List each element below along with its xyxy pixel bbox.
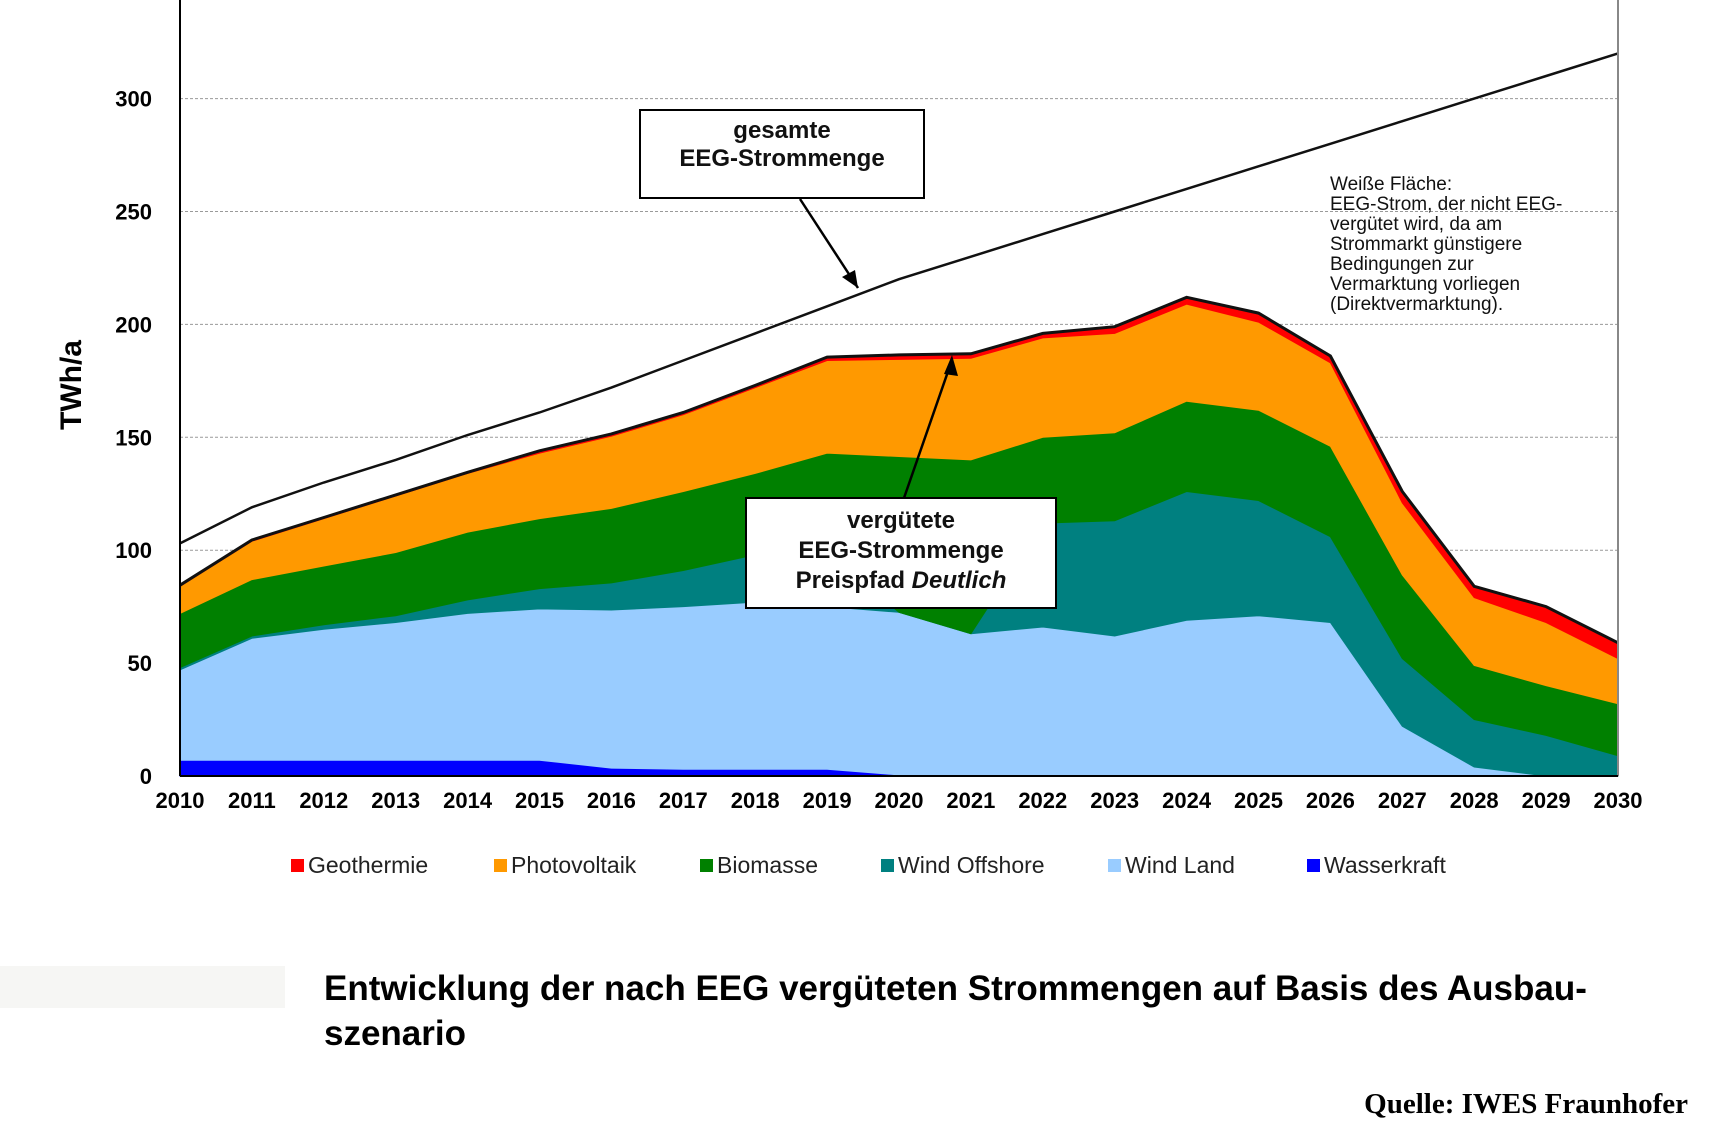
note-line-5: Bedingungen zur xyxy=(1330,254,1474,275)
legend-label-wind-land: Wind Land xyxy=(1125,852,1235,878)
callout-paid-line-1: vergütete xyxy=(847,507,955,534)
note-line-4: Strommarkt günstigere xyxy=(1330,234,1522,255)
total-line xyxy=(179,52,1619,545)
legend-label-wasserkraft: Wasserkraft xyxy=(1324,852,1446,878)
callout-paid-line-3-regular: Preispfad xyxy=(796,567,912,594)
note-line-1: Weiße Fläche: xyxy=(1330,174,1452,195)
x-tick-2026: 2026 xyxy=(1306,788,1355,813)
x-tick-2027: 2027 xyxy=(1378,788,1427,813)
x-tick-2014: 2014 xyxy=(443,788,493,813)
legend-label-biomasse: Biomasse xyxy=(717,852,818,878)
source-credit: Quelle: IWES Fraunhofer xyxy=(1364,1088,1688,1120)
x-tick-2018: 2018 xyxy=(731,788,780,813)
callout-total-line-2: EEG-Strommenge xyxy=(679,145,884,172)
x-tick-2029: 2029 xyxy=(1522,788,1571,813)
paid-total-outline xyxy=(179,295,1619,645)
x-tick-labels: 2010 2011 2012 2013 2014 2015 2016 2017 2018 2019… xyxy=(156,788,1643,813)
callout-paid-arrowhead xyxy=(944,355,958,376)
note-line-6: Vermarktung vorliegen xyxy=(1330,274,1520,295)
x-tick-2015: 2015 xyxy=(515,788,564,813)
x-tick-2012: 2012 xyxy=(299,788,348,813)
white-area-note: Weiße Fläche:EEG-Strom, der nicht EEG-ve… xyxy=(1330,174,1562,315)
y-tick-150: 150 xyxy=(115,425,152,450)
x-tick-2010: 2010 xyxy=(156,788,205,813)
callout-total-line-1: gesamte xyxy=(733,117,830,144)
note-line-3: vergütet wird, da am xyxy=(1330,214,1502,235)
total-line-layer xyxy=(179,52,1619,545)
note-line-7: (Direktvermarktung). xyxy=(1330,294,1503,315)
caption-decoration xyxy=(0,966,285,1008)
callout-paid-line-3: Preispfad Deutlich xyxy=(796,567,1007,594)
x-tick-2024: 2024 xyxy=(1162,788,1212,813)
legend-label-geothermie: Geothermie xyxy=(308,852,428,878)
x-tick-2030: 2030 xyxy=(1594,788,1643,813)
legend-swatch-geothermie xyxy=(291,859,304,872)
x-tick-2023: 2023 xyxy=(1090,788,1139,813)
callout-paid-line-2: EEG-Strommenge xyxy=(798,537,1003,564)
y-tick-300: 300 xyxy=(115,87,152,112)
callout-total-arrow xyxy=(798,198,860,289)
callout-paid-line-3-italic: Deutlich xyxy=(912,567,1007,594)
legend-swatch-photovoltaik xyxy=(494,859,507,872)
x-tick-2020: 2020 xyxy=(875,788,924,813)
figure-caption: Entwicklung der nach EEG vergüteten Stro… xyxy=(324,969,1587,1053)
y-tick-50: 50 xyxy=(128,651,152,676)
callout-total-arrowhead xyxy=(842,270,858,288)
callout-paid: vergütete EEG-Strommenge Preispfad Deutl… xyxy=(745,355,1057,609)
callout-paid-arrow xyxy=(902,359,954,499)
legend-swatch-biomasse xyxy=(700,859,713,872)
x-tick-2013: 2013 xyxy=(371,788,420,813)
x-tick-2011: 2011 xyxy=(228,788,276,813)
legend-label-photovoltaik: Photovoltaik xyxy=(511,852,637,878)
x-tick-2021: 2021 xyxy=(946,788,995,813)
y-tick-0: 0 xyxy=(140,764,152,789)
x-tick-2028: 2028 xyxy=(1450,788,1499,813)
x-tick-2025: 2025 xyxy=(1234,788,1283,813)
x-tick-2022: 2022 xyxy=(1018,788,1067,813)
legend: Geothermie Photovoltaik Biomasse Wind Offsh… xyxy=(291,852,1446,878)
note-line-2: EEG-Strom, der nicht EEG- xyxy=(1330,194,1562,215)
x-tick-2017: 2017 xyxy=(659,788,708,813)
legend-swatch-wind-offshore xyxy=(881,859,894,872)
legend-swatch-wasserkraft xyxy=(1307,859,1320,872)
x-tick-2016: 2016 xyxy=(587,788,636,813)
x-tick-2019: 2019 xyxy=(803,788,852,813)
y-tick-labels: 0 50 100 150 200 250 300 xyxy=(115,87,152,789)
callout-total-box xyxy=(639,109,925,199)
y-tick-250: 250 xyxy=(115,200,152,225)
legend-swatch-wind-land xyxy=(1108,859,1121,872)
y-axis-label: TWh/a xyxy=(55,340,88,430)
y-tick-100: 100 xyxy=(115,538,152,563)
legend-label-wind-offshore: Wind Offshore xyxy=(898,852,1045,878)
callout-total: gesamte EEG-Strommenge xyxy=(639,109,925,289)
callout-paid-box xyxy=(745,497,1057,609)
y-tick-200: 200 xyxy=(115,312,152,337)
